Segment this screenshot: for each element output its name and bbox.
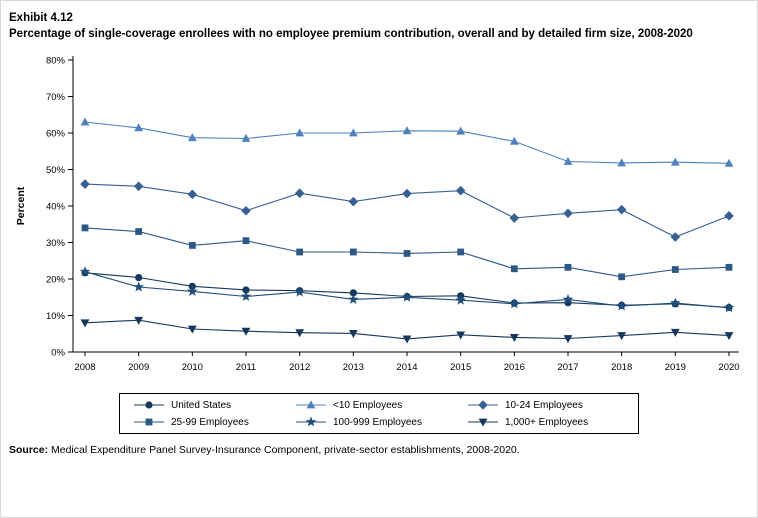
source-note: Source: Medical Expenditure Panel Survey… bbox=[9, 444, 757, 456]
diamond-marker-icon bbox=[468, 400, 498, 410]
svg-text:2015: 2015 bbox=[450, 362, 471, 373]
legend-label: <10 Employees bbox=[333, 399, 403, 411]
triangle-up-marker-icon bbox=[296, 400, 326, 409]
chart-legend: United States <10 Employees 10-24 Employ… bbox=[119, 393, 639, 435]
svg-text:50%: 50% bbox=[46, 165, 66, 176]
legend-item-100-999-employees: 100-999 Employees bbox=[294, 415, 462, 429]
svg-text:2009: 2009 bbox=[128, 362, 149, 373]
source-label: Source: bbox=[9, 444, 49, 457]
svg-text:2014: 2014 bbox=[396, 362, 417, 373]
legend-label: 10-24 Employees bbox=[505, 399, 583, 411]
circle-marker-icon bbox=[134, 401, 164, 409]
legend-item-1000plus-employees: 1,000+ Employees bbox=[466, 415, 626, 429]
legend-item-25-99-employees: 25-99 Employees bbox=[132, 415, 290, 429]
svg-text:2012: 2012 bbox=[289, 362, 310, 373]
svg-text:0%: 0% bbox=[51, 348, 65, 359]
legend-label: 1,000+ Employees bbox=[505, 416, 589, 428]
legend-label: 25-99 Employees bbox=[171, 416, 249, 428]
page-title: Percentage of single-coverage enrollees … bbox=[9, 27, 693, 40]
svg-text:30%: 30% bbox=[46, 238, 66, 249]
svg-text:2019: 2019 bbox=[665, 362, 686, 373]
svg-text:2018: 2018 bbox=[611, 362, 632, 373]
triangle-down-marker-icon bbox=[468, 418, 498, 427]
exhibit-number: Exhibit 4.12 bbox=[9, 12, 73, 24]
line-chart-svg: Percent 0% 10% 20% 30% 40% 50% 60% 70% 80% 2008 200… bbox=[15, 56, 740, 374]
legend-label: United States bbox=[171, 399, 232, 411]
svg-text:2010: 2010 bbox=[182, 362, 203, 373]
legend-item-united-states: United States bbox=[132, 398, 290, 412]
star-marker-icon bbox=[296, 416, 326, 427]
svg-text:2008: 2008 bbox=[74, 362, 95, 373]
svg-text:10%: 10% bbox=[46, 311, 66, 322]
svg-text:20%: 20% bbox=[46, 275, 66, 286]
source-text: Medical Expenditure Panel Survey-Insuran… bbox=[48, 444, 520, 457]
line-chart: Percent 0% 10% 20% 30% 40% 50% 60% 70% 80% 2008 200… bbox=[9, 46, 757, 389]
legend-item-lt10-employees: <10 Employees bbox=[294, 398, 462, 412]
svg-text:2020: 2020 bbox=[718, 362, 739, 373]
svg-text:Percent: Percent bbox=[15, 186, 27, 225]
svg-text:60%: 60% bbox=[46, 129, 66, 140]
chart-header: Exhibit 4.12 Percentage of single-covera… bbox=[1, 1, 757, 44]
square-marker-icon bbox=[134, 418, 164, 426]
svg-text:80%: 80% bbox=[46, 56, 66, 67]
svg-text:2017: 2017 bbox=[557, 362, 578, 373]
svg-text:2013: 2013 bbox=[343, 362, 364, 373]
svg-text:2016: 2016 bbox=[504, 362, 525, 373]
svg-text:70%: 70% bbox=[46, 92, 66, 103]
legend-label: 100-999 Employees bbox=[333, 416, 422, 428]
svg-text:40%: 40% bbox=[46, 202, 66, 213]
legend-item-10-24-employees: 10-24 Employees bbox=[466, 398, 626, 412]
svg-text:2011: 2011 bbox=[236, 362, 256, 373]
